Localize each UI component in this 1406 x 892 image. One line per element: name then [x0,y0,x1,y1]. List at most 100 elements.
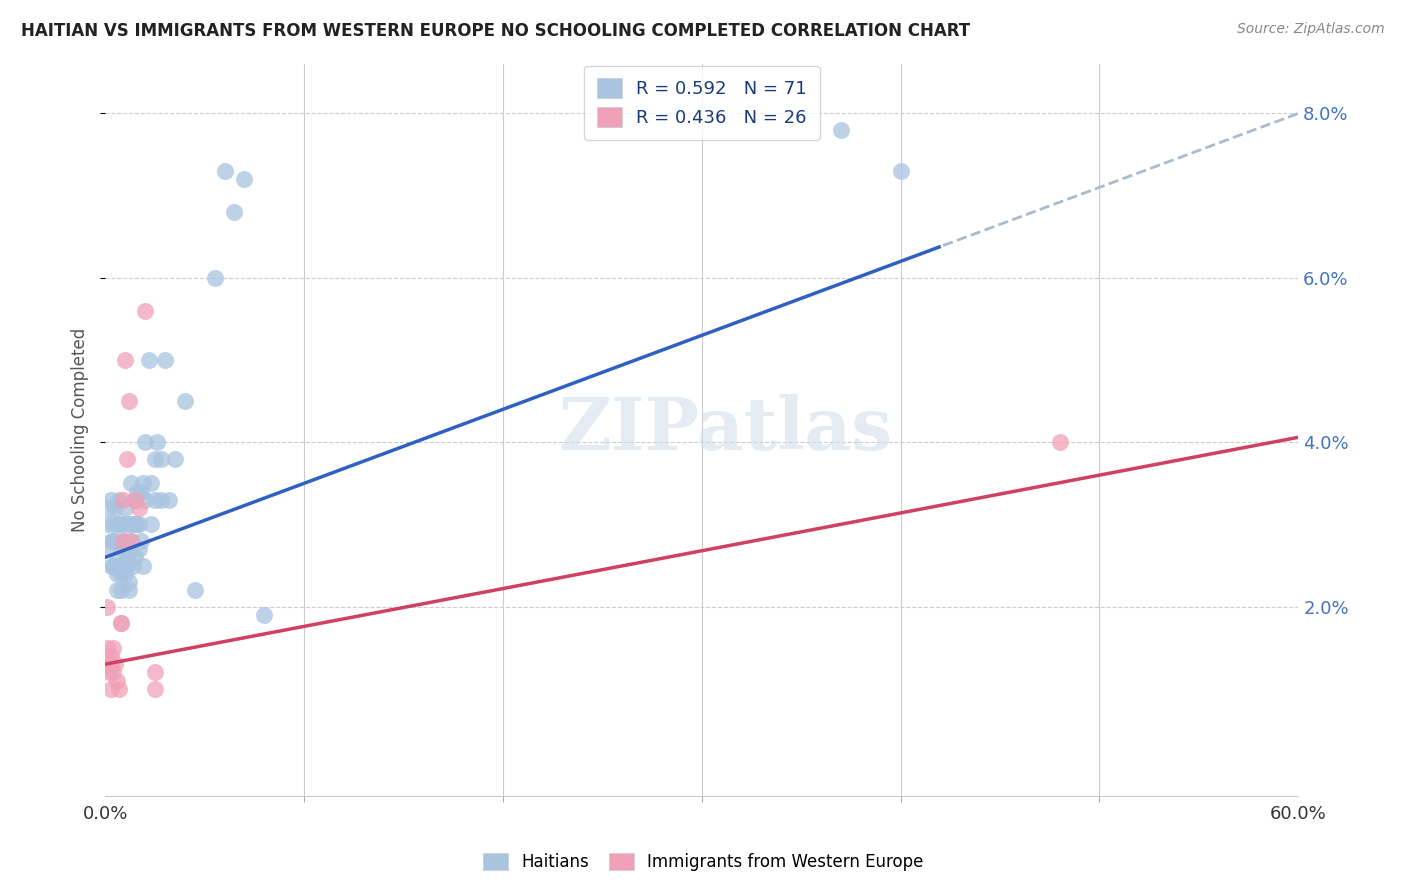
Point [128,542,150,557]
Point [114,501,136,516]
Legend: R = 0.592   N = 71, R = 0.436   N = 26: R = 0.592 N = 71, R = 0.436 N = 26 [583,66,820,140]
Point [139,476,162,491]
Point [118,394,141,409]
Point [128,517,150,532]
Point [96,599,118,614]
Point [120,533,142,548]
Point [129,533,152,548]
Point [183,583,205,598]
Text: ZIPatlas: ZIPatlas [558,394,893,466]
Point [96,517,118,532]
Point [233,172,256,186]
Point [118,583,141,598]
Point [101,533,124,548]
Point [253,607,276,622]
Point [143,492,166,507]
Point [124,492,146,507]
Point [129,484,152,499]
Point [110,616,132,631]
Point [204,270,226,285]
Point [132,558,155,573]
Point [104,501,127,516]
Point [108,492,131,507]
Point [214,164,236,178]
Point [108,550,131,565]
Point [100,533,122,548]
Point [118,542,141,557]
Point [100,558,122,573]
Point [110,533,132,548]
Point [128,501,150,516]
Point [101,517,124,532]
Point [1049,435,1071,450]
Point [146,435,169,450]
Point [115,517,138,532]
Point [139,517,162,532]
Point [134,435,156,450]
Point [143,681,166,696]
Point [98,665,121,680]
Point [134,492,156,507]
Point [118,574,141,589]
Point [120,517,142,532]
Point [153,353,176,368]
Point [112,517,135,532]
Point [100,492,122,507]
Point [115,558,138,573]
Point [110,583,132,598]
Point [122,558,145,573]
Point [112,542,135,557]
Point [104,657,127,672]
Point [105,566,128,581]
Point [101,665,124,680]
Point [124,550,146,565]
Point [100,657,122,672]
Point [157,492,180,507]
Point [98,657,121,672]
Point [143,665,166,680]
Point [124,517,146,532]
Text: HAITIAN VS IMMIGRANTS FROM WESTERN EUROPE NO SCHOOLING COMPLETED CORRELATION CHA: HAITIAN VS IMMIGRANTS FROM WESTERN EUROP… [21,22,970,40]
Point [138,353,160,368]
Point [98,542,121,557]
Point [830,123,852,137]
Point [108,681,131,696]
Point [110,616,132,631]
Point [115,451,138,466]
Point [112,492,135,507]
Point [101,558,124,573]
Point [100,648,122,663]
Point [105,517,128,532]
Point [120,533,142,548]
Point [124,492,146,507]
Point [105,673,128,688]
Point [101,640,124,655]
Point [114,353,136,368]
Text: Source: ZipAtlas.com: Source: ZipAtlas.com [1237,22,1385,37]
Point [125,484,148,499]
Y-axis label: No Schooling Completed: No Schooling Completed [72,327,89,532]
Point [114,566,136,581]
Point [163,451,186,466]
Point [96,640,118,655]
Point [112,533,135,548]
Point [134,303,156,318]
Point [224,205,246,219]
Point [149,492,172,507]
Point [173,394,195,409]
Point [104,533,127,548]
Point [125,517,148,532]
Point [149,451,172,466]
Point [110,566,132,581]
Point [105,583,128,598]
Point [104,558,127,573]
Point [122,517,145,532]
Point [120,476,142,491]
Point [114,533,136,548]
Point [890,164,912,178]
Legend: Haitians, Immigrants from Western Europe: Haitians, Immigrants from Western Europe [474,845,932,880]
Point [100,681,122,696]
Point [112,558,135,573]
Point [143,451,166,466]
Point [115,550,138,565]
